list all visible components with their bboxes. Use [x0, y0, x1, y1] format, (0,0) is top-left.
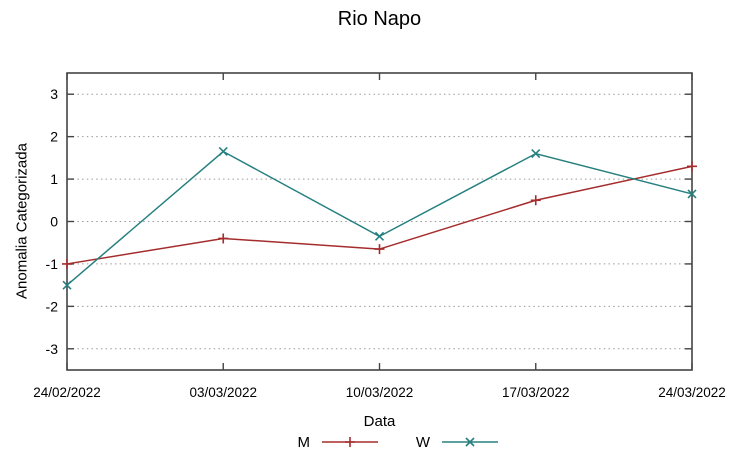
- legend-M-plus-marker: [345, 437, 355, 447]
- y-tick-label: -1: [46, 256, 59, 272]
- x-tick-label: 03/03/2022: [189, 385, 257, 400]
- x-tick-label: 10/03/2022: [346, 385, 414, 400]
- legend-label-W: W: [416, 434, 431, 451]
- series-M-point-0-plus-marker: [62, 258, 72, 269]
- y-tick-label: 3: [50, 86, 58, 102]
- y-tick-label: 1: [50, 171, 58, 187]
- chart-title: Rio Napo: [337, 8, 422, 30]
- series-W-point-1-cross-marker: [218, 146, 228, 157]
- series-W-point-4-cross-marker: [687, 189, 697, 199]
- series-W-point-3-cross-marker: [531, 149, 541, 159]
- series-M-point-3-plus-marker: [530, 195, 541, 206]
- series-M-point-1-plus-marker: [218, 233, 229, 244]
- series-W-point-2-cross-marker: [374, 231, 385, 241]
- legend-label-M: M: [298, 434, 311, 451]
- y-tick-label: 2: [50, 129, 58, 145]
- series-line-W: [66, 150, 693, 286]
- y-tick-label: 0: [50, 214, 58, 230]
- legend-W-cross-marker: [465, 437, 475, 447]
- x-tick-label: 24/03/2022: [658, 385, 726, 400]
- series-M-point-2-plus-marker: [374, 244, 385, 255]
- x-tick-label: 17/03/2022: [502, 385, 570, 400]
- series-W-point-0-cross-marker: [62, 280, 72, 290]
- y-tick-label: -2: [46, 298, 59, 314]
- y-tick-label: -3: [46, 341, 59, 357]
- x-tick-label: 24/02/2022: [33, 385, 101, 400]
- series-M-point-4-plus-marker: [687, 161, 697, 172]
- x-axis-label: Data: [363, 413, 396, 430]
